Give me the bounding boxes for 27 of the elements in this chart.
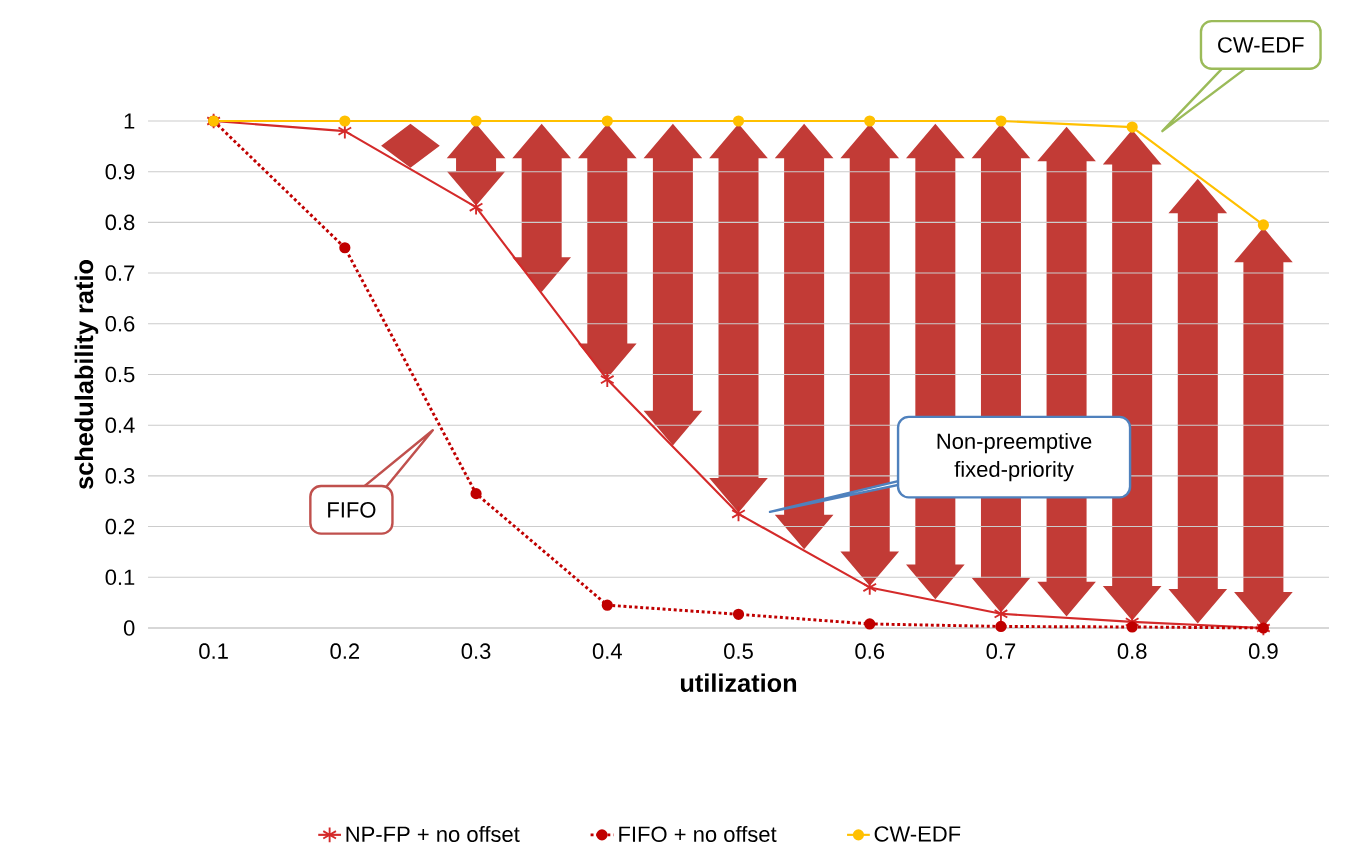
x-tick-label: 0.3	[461, 643, 491, 659]
text: CW-EDF	[1218, 37, 1304, 53]
x-tick-label: 0.6	[855, 643, 885, 659]
y-tick-label: 0.2	[105, 518, 135, 535]
x-tick-label: 0.9	[1248, 643, 1278, 659]
legend-label: NP-FP + no offset	[346, 825, 520, 843]
legend-label: CW-EDF	[874, 826, 961, 842]
y-tick-label: 0.8	[105, 214, 135, 231]
y-tick-label: 0	[123, 620, 135, 636]
y-axis-title: schedulability ratio	[74, 260, 99, 490]
x-tick-label: 0.4	[592, 643, 622, 659]
x-tick-label: 0.5	[724, 643, 753, 659]
y-tick-label: 0.3	[105, 468, 135, 484]
x-tick-label: 0.8	[1117, 643, 1147, 659]
y-tick-label: 0.6	[105, 315, 135, 332]
x-tick-label: 0.2	[330, 643, 360, 659]
y-tick-label: 0.7	[105, 265, 135, 281]
y-tick-label: 0.4	[105, 417, 135, 433]
x-axis-title: utilization	[680, 673, 797, 693]
x-tick-label: 0.7	[986, 643, 1016, 659]
x-tick-label: 0.1	[199, 643, 228, 659]
y-tick-label: 0.1	[105, 569, 135, 586]
annotation: Non-preemptive fixed-priority	[937, 432, 1092, 482]
legend-label: FIFO + no offset	[619, 825, 777, 843]
y-tick-label: 0.9	[105, 163, 135, 180]
y-tick-label: 0.5	[105, 366, 135, 383]
y-tick-label: 1	[124, 113, 135, 129]
